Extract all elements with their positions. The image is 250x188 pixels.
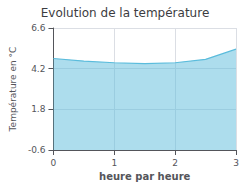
svg-text:Température en °C: Température en °C (8, 47, 18, 133)
svg-text:0: 0 (51, 158, 57, 168)
svg-text:1.8: 1.8 (31, 104, 46, 114)
svg-text:6.6: 6.6 (31, 23, 46, 33)
svg-text:-0.6: -0.6 (28, 145, 46, 155)
svg-text:Evolution de la température: Evolution de la température (41, 6, 210, 20)
svg-text:1: 1 (111, 158, 117, 168)
svg-text:3: 3 (233, 158, 239, 168)
svg-text:heure par heure: heure par heure (99, 171, 190, 182)
svg-text:4.2: 4.2 (31, 64, 45, 74)
svg-text:2: 2 (172, 158, 178, 168)
